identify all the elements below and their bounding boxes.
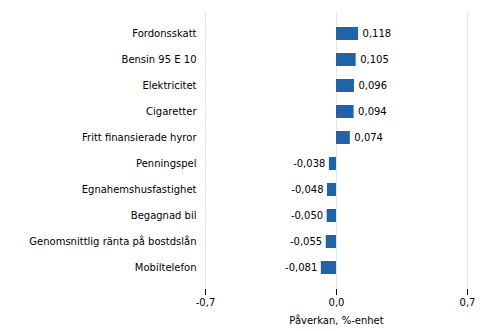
- svg-text:-0,055: -0,055: [290, 236, 322, 247]
- svg-text:Genomsnittlig ränta på bostdsl: Genomsnittlig ränta på bostdslån: [29, 235, 196, 247]
- svg-text:Penningspel: Penningspel: [136, 158, 196, 169]
- svg-text:Begagnad bil: Begagnad bil: [131, 210, 197, 221]
- svg-text:Fritt finansierade hyror: Fritt finansierade hyror: [82, 132, 197, 143]
- svg-text:0,118: 0,118: [363, 28, 392, 39]
- svg-text:Mobiltelefon: Mobiltelefon: [135, 262, 197, 273]
- svg-text:Egnahemshusfastighet: Egnahemshusfastighet: [82, 184, 197, 195]
- svg-text:Elektricitet: Elektricitet: [142, 80, 196, 91]
- svg-text:Påverkan, %-enhet: Påverkan, %-enhet: [289, 314, 383, 326]
- svg-text:Cigaretter: Cigaretter: [146, 106, 197, 117]
- svg-text:-0,7: -0,7: [196, 297, 216, 308]
- svg-text:-0,048: -0,048: [291, 184, 323, 195]
- svg-text:Bensin 95 E 10: Bensin 95 E 10: [122, 54, 197, 65]
- svg-text:-0,038: -0,038: [293, 158, 325, 169]
- svg-text:-0,050: -0,050: [291, 210, 323, 221]
- svg-text:0,105: 0,105: [360, 54, 389, 65]
- svg-text:0,096: 0,096: [358, 80, 387, 91]
- svg-text:0,0: 0,0: [329, 297, 345, 308]
- svg-text:-0,081: -0,081: [285, 262, 317, 273]
- svg-text:0,094: 0,094: [358, 106, 387, 117]
- svg-text:0,074: 0,074: [354, 132, 383, 143]
- svg-text:Fordonsskatt: Fordonsskatt: [132, 28, 196, 39]
- svg-text:0,7: 0,7: [460, 297, 476, 308]
